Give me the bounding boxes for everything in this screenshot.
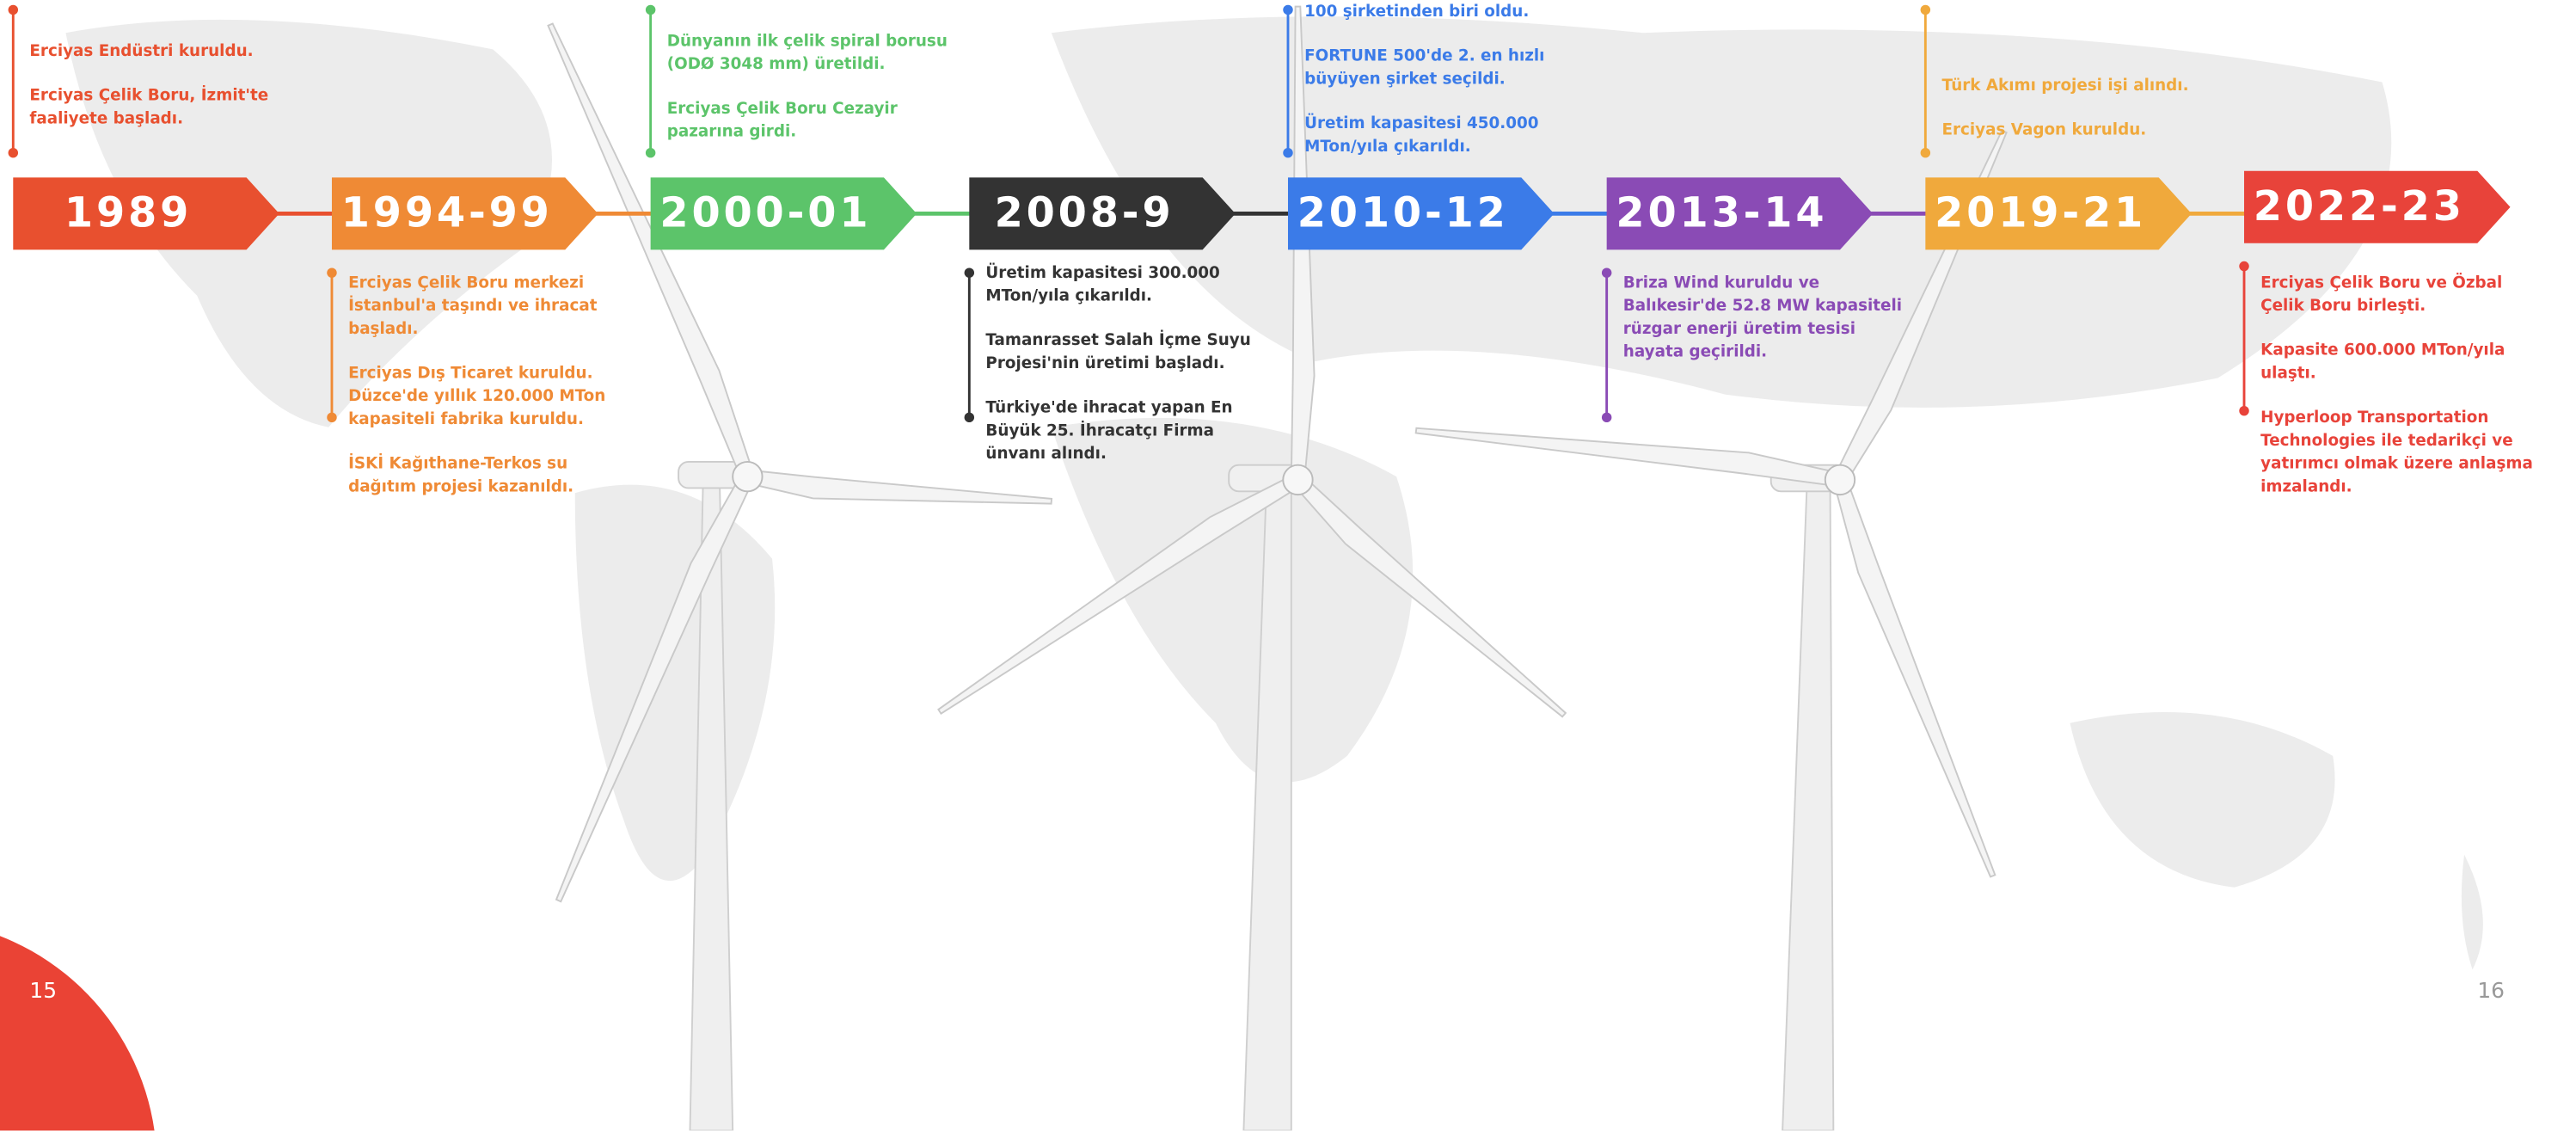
event-list: Erciyas Çelik Boru merkezi İstanbul'a ta… [348,273,631,521]
marker-dot [646,5,655,15]
event-text: Tamanrasset Salah İçme Suyu Projesi'nin … [985,330,1268,376]
marker-dot [646,148,655,157]
event-text: Erciyas Dış Ticaret kuruldu. Düzce'de yı… [348,363,631,432]
marker-dot [1602,413,1611,422]
marker-dot [9,5,18,15]
year-label: 2022-23 [2244,171,2474,243]
event-text: Erciyas Çelik Boru, İzmit'te faaliyete b… [29,85,312,131]
year-label: 2010-12 [1288,177,1518,249]
event-text: Erciyas Çelik Boru ve Özbal Çelik Boru b… [2260,273,2543,318]
page-number: 15 [29,980,57,1005]
turbine-hub [1825,465,1855,495]
event-text: Türk Akımı projesi işi alındı. [1941,76,2224,99]
marker-dot [2239,406,2248,415]
event-text: Erciyas Çelik Boru merkezi İstanbul'a ta… [348,273,631,341]
year-label: 2000-01 [651,177,880,249]
page: 15 16 1989Erciyas Endüstri kuruldu.Erciy… [0,0,2576,1131]
year-label: 2008-9 [969,177,1199,249]
event-text: Erciyas Endüstri kuruldu. [29,41,312,65]
year-label: 1989 [13,177,242,249]
turbine-blade [1416,428,1841,487]
marker-dot [965,413,974,422]
event-list: Dünyanın ilk çelik spiral borusu (ODØ 30… [667,31,950,166]
background [0,0,2576,1131]
event-list: Erciyas Çelik Boru ve Özbal Çelik Boru b… [2260,273,2543,521]
event-text: Üretim kapasitesi 450.000 MTon/yıla çıka… [1304,114,1587,159]
marker-dot [1602,267,1611,277]
event-text: 100 şirketinden biri oldu. [1304,2,1587,25]
turbine-hub [1283,465,1312,495]
event-list: Türk Akımı projesi işi alındı. Erciyas Va… [1941,76,2224,164]
page-number: 16 [2477,980,2505,1005]
event-text: Erciyas Vagon kuruldu. [1941,120,2224,143]
year-label: 1994-99 [332,177,561,249]
event-text: Dünyanın ilk çelik spiral borusu (ODØ 30… [667,31,950,77]
marker-dot [965,267,974,277]
turbine-tower [1782,480,1833,1131]
marker-dot [327,413,336,422]
year-label: 2019-21 [1925,177,2155,249]
slide: 15 16 1989Erciyas Endüstri kuruldu.Erciy… [0,0,2576,1131]
turbine-blade [1834,477,1995,876]
event-list: Erciyas Endüstri kuruldu. Erciyas Çelik B… [29,41,312,153]
marker-dot [2239,261,2248,271]
event-text: Türkiye'de ihracat yapan En Büyük 25. İh… [985,397,1268,466]
corner-circle [0,920,155,1131]
event-text: Kapasite 600.000 MTon/yıla ulaştı. [2260,341,2543,386]
marker-dot [1921,148,1930,157]
event-text: Üretim kapasitesi 300.000 MTon/yıla çıka… [985,263,1268,309]
event-list: 100 şirketinden biri oldu. FORTUNE 500'de… [1304,2,1587,181]
event-list: Briza Wind kuruldu ve Balıkesir'de 52.8 … [1623,273,1906,386]
event-text: Erciyas Çelik Boru Cezayir pazarına gird… [667,99,950,144]
year-label: 2013-14 [1607,177,1837,249]
turbine-hub [733,462,762,491]
marker-dot [9,148,18,157]
event-text: Hyperloop Transportation Technologies il… [2260,408,2543,500]
event-list: Üretim kapasitesi 300.000 MTon/yıla çıka… [985,263,1268,489]
marker-dot [1283,5,1292,15]
event-text: FORTUNE 500'de 2. en hızlı büyüyen şirke… [1304,46,1587,91]
marker-dot [327,267,336,277]
event-text: İSKİ Kağıthane-Terkos su dağıtım projesi… [348,453,631,499]
event-text: Briza Wind kuruldu ve Balıkesir'de 52.8 … [1623,273,1906,365]
marker-dot [1921,5,1930,15]
marker-dot [1283,148,1292,157]
